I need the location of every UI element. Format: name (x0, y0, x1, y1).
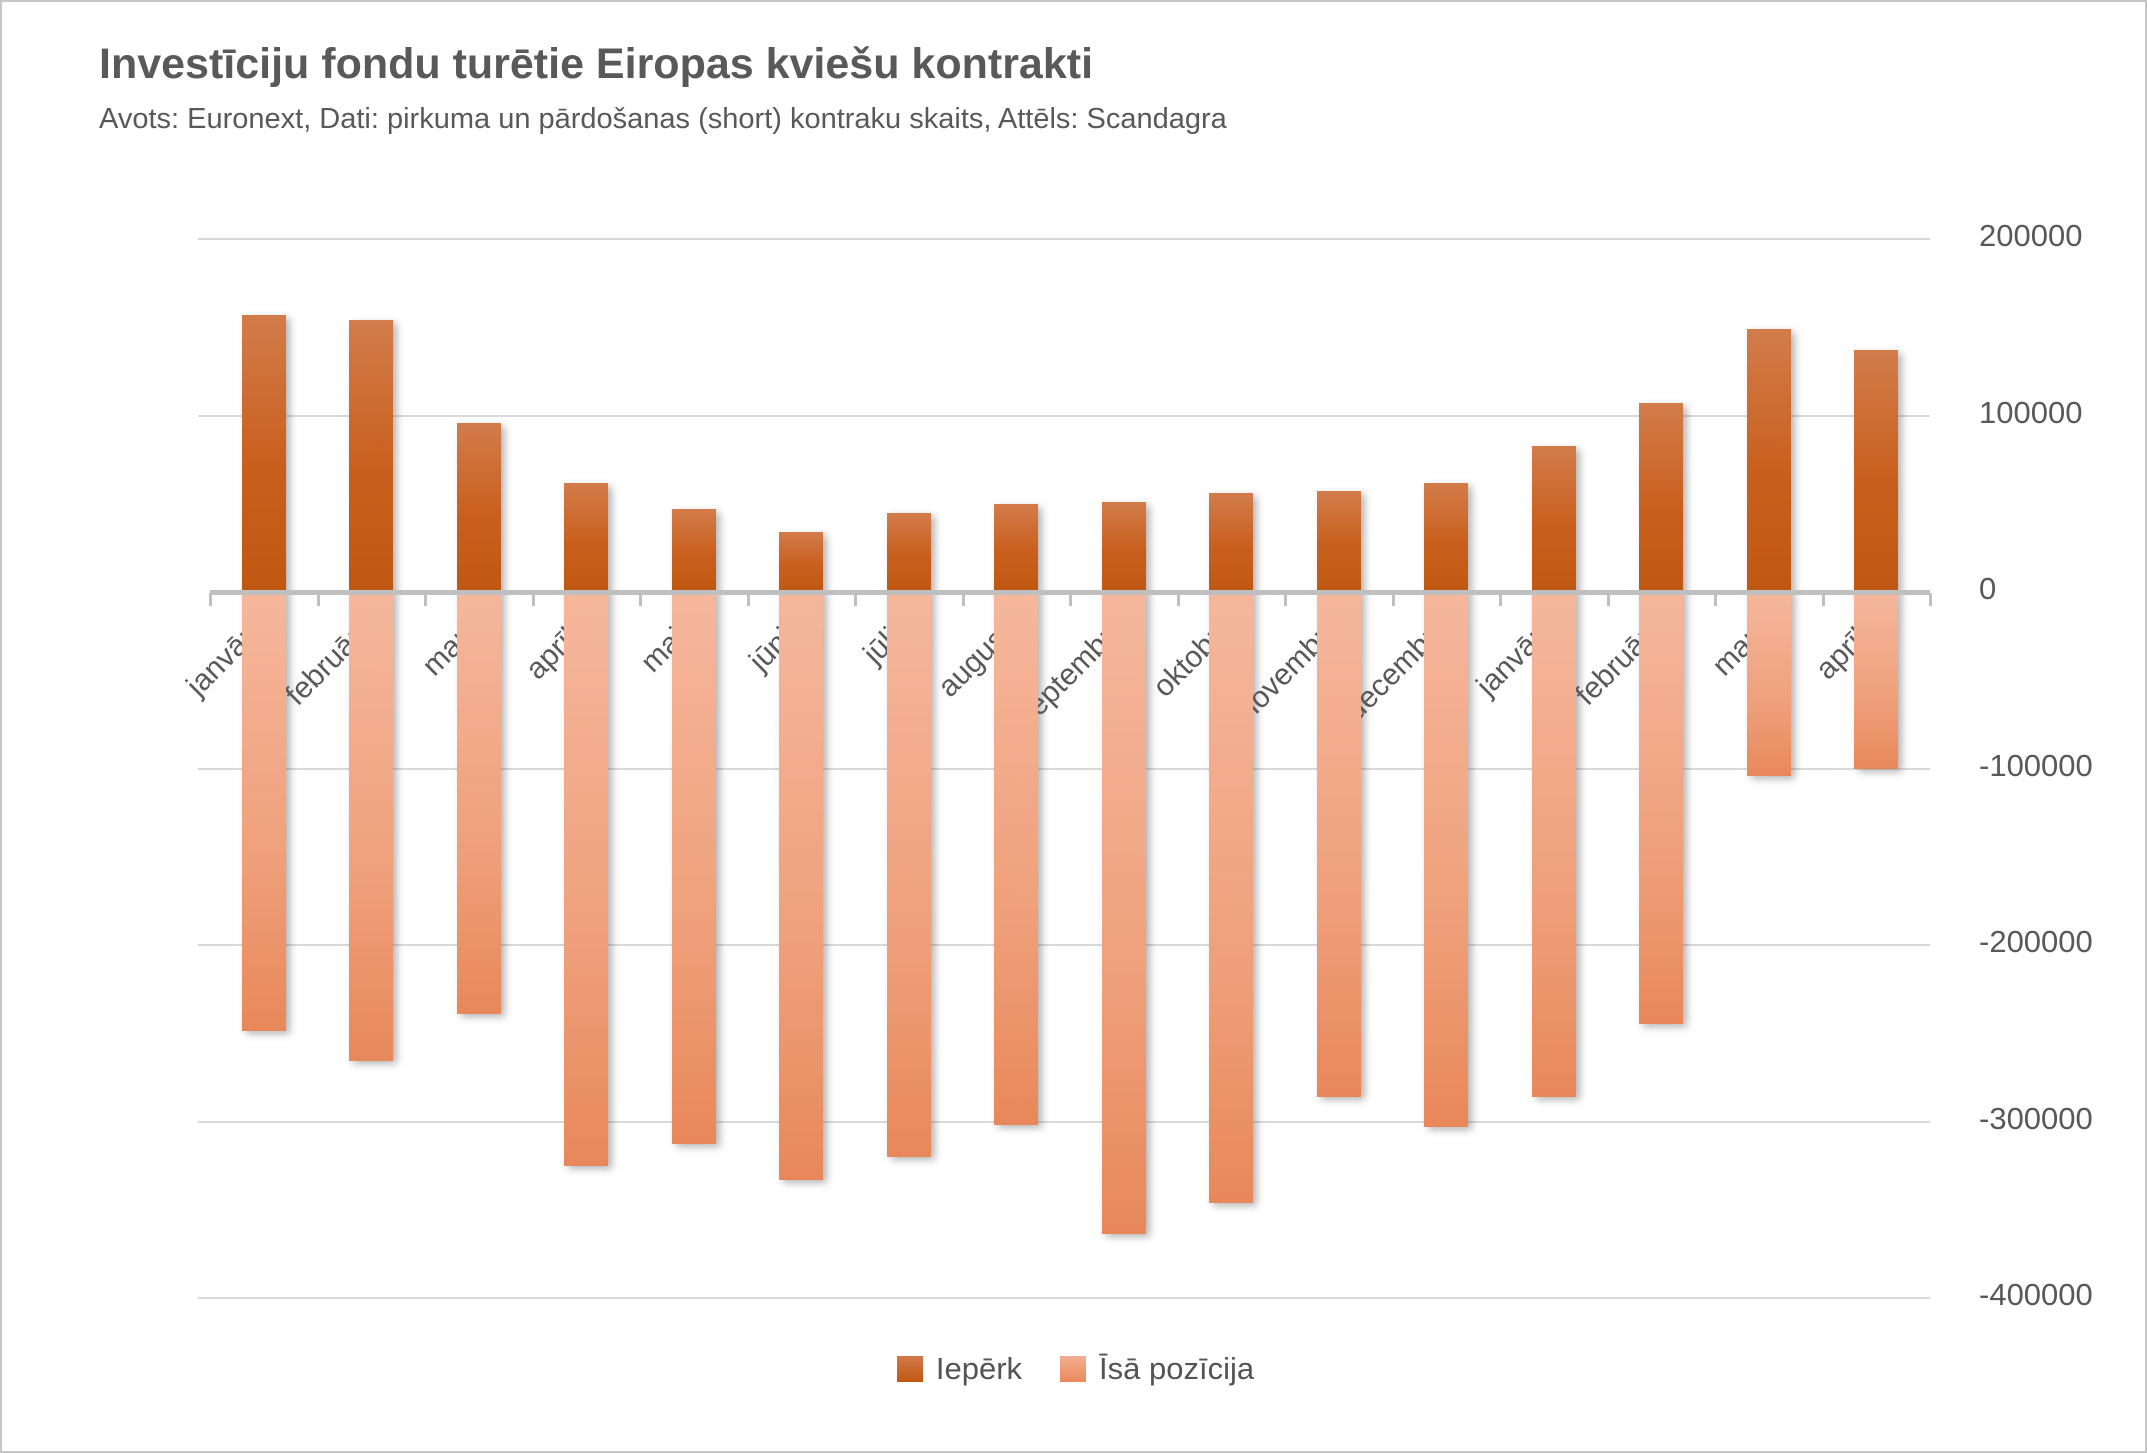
bar-short-15 (1854, 592, 1899, 769)
bar-short-8 (1101, 592, 1146, 1235)
chart-title: Investīciju fondu turētie Eiropas kviešu… (99, 40, 1094, 88)
gridline--300000 (198, 1120, 1930, 1123)
x-axis-tick-9 (1176, 593, 1180, 606)
bar-short-3 (564, 592, 609, 1166)
x-axis-tick-4 (639, 593, 642, 606)
legend-item-ieperk: Iepērk (896, 1351, 1023, 1387)
gridline--100000 (198, 767, 1930, 770)
y-axis-label--400000: -400000 (1979, 1277, 2093, 1312)
x-axis-tick-8 (1069, 593, 1072, 606)
bar-buy-5 (779, 531, 824, 592)
gridline--200000 (198, 944, 1930, 946)
x-axis-tick-2 (424, 593, 427, 606)
x-axis-line (210, 590, 1930, 595)
x-axis-tick-12 (1499, 593, 1502, 606)
legend-item-isa-pozicija: Īsā pozīcija (1060, 1351, 1254, 1387)
x-axis-tick-1 (316, 593, 320, 606)
bar-buy-10 (1316, 491, 1361, 592)
y-axis-label--200000: -200000 (1979, 924, 2093, 959)
bar-short-5 (779, 592, 824, 1180)
y-axis-label-0: 0 (1979, 571, 1997, 606)
y-axis-label-100000: 100000 (1979, 394, 2083, 430)
bar-buy-13 (1639, 403, 1684, 592)
bar-short-14 (1746, 592, 1791, 776)
bar-short-6 (886, 592, 931, 1157)
bar-buy-14 (1746, 329, 1791, 592)
bar-short-13 (1639, 592, 1684, 1025)
x-axis-tick-6 (854, 593, 857, 606)
y-axis-label-200000: 200000 (1979, 218, 2083, 253)
bar-buy-7 (994, 503, 1039, 592)
bar-buy-12 (1531, 445, 1576, 592)
gridline-100000 (198, 414, 1930, 417)
x-axis-tick-10 (1284, 593, 1287, 606)
bar-short-9 (1209, 592, 1254, 1203)
bar-buy-0 (241, 314, 286, 592)
x-axis-tick-3 (531, 593, 535, 606)
x-axis-tick-16 (1929, 593, 1932, 606)
legend-swatch-isa-pozicija-icon (1060, 1356, 1087, 1382)
legend: Iepērk Īsā pozīcija (2, 1351, 2145, 1387)
y-axis-label--300000: -300000 (1979, 1100, 2093, 1136)
bar-short-11 (1424, 592, 1469, 1127)
x-axis-tick-7 (961, 593, 965, 606)
bar-buy-11 (1424, 482, 1469, 592)
bar-buy-2 (456, 422, 501, 592)
gridline--400000 (198, 1297, 1930, 1299)
legend-label-ieperk: Iepērk (935, 1351, 1023, 1386)
x-axis-tick-0 (209, 593, 212, 606)
legend-label-isa-pozicija: Īsā pozīcija (1099, 1351, 1255, 1386)
bar-short-0 (241, 592, 286, 1032)
x-axis-tick-5 (746, 593, 750, 606)
bar-buy-3 (564, 482, 609, 592)
bar-short-2 (456, 592, 501, 1014)
bar-short-7 (994, 592, 1039, 1126)
gridline-200000 (198, 238, 1930, 240)
plot-area: janvārisfebruārismartsaprīlismaijsjūnijs… (181, 238, 1932, 1299)
bar-buy-4 (671, 509, 716, 592)
legend-swatch-ieperk-icon (896, 1356, 923, 1382)
y-axis-label--100000: -100000 (1979, 747, 2093, 783)
bar-short-1 (349, 592, 394, 1062)
bar-short-10 (1316, 592, 1361, 1097)
bar-short-12 (1531, 592, 1576, 1097)
x-axis-tick-15 (1821, 593, 1825, 606)
chart-subtitle: Avots: Euronext, Dati: pirkuma un pārdoš… (99, 103, 1227, 135)
bar-buy-6 (886, 512, 931, 592)
bar-buy-8 (1101, 501, 1146, 592)
x-axis-tick-13 (1606, 593, 1610, 606)
x-axis-tick-11 (1391, 593, 1395, 606)
x-axis-tick-14 (1714, 593, 1717, 606)
bar-buy-15 (1854, 350, 1899, 592)
bar-buy-9 (1209, 493, 1254, 592)
bar-buy-1 (349, 320, 394, 592)
bar-short-4 (671, 592, 716, 1145)
